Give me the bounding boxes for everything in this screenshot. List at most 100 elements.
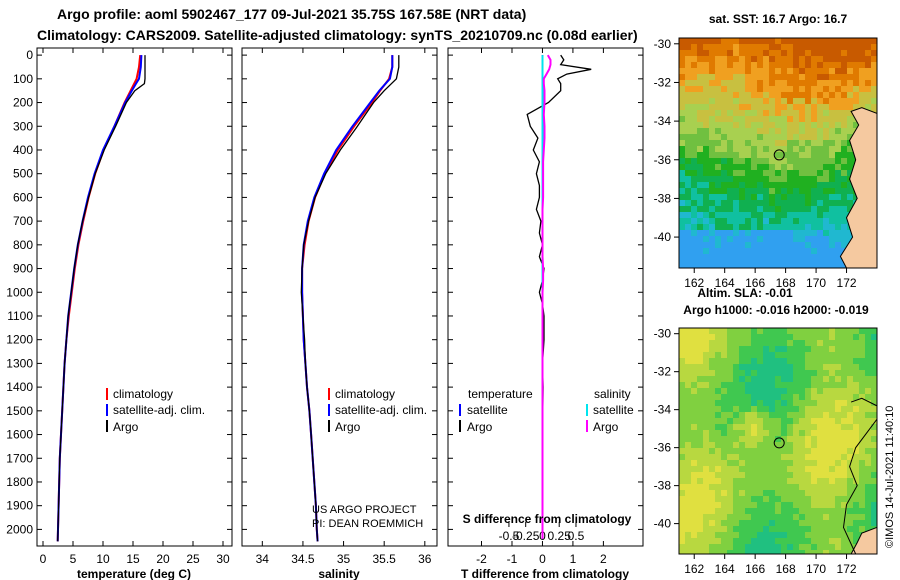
sst-cell — [745, 260, 751, 266]
sst-cell — [781, 38, 787, 44]
sla-cell — [775, 466, 781, 472]
sst-cell — [709, 44, 715, 50]
sst-cell — [859, 56, 865, 62]
sla-cell — [793, 430, 799, 436]
sla-cell — [739, 532, 745, 538]
sla-cell — [787, 424, 793, 430]
depth-tick-label: 1300 — [6, 356, 33, 370]
x-tick-label: 15 — [126, 552, 140, 566]
sla-cell — [679, 484, 685, 490]
temperature-axis-ticks: 0 5 10 15 20 25 30 — [40, 48, 230, 566]
sst-cell — [721, 116, 727, 122]
sla-cell — [865, 508, 871, 514]
sst-cell — [799, 134, 805, 140]
sla-cell — [781, 550, 787, 554]
sst-cell — [811, 224, 817, 230]
sla-cell — [859, 334, 865, 340]
sst-cell — [781, 242, 787, 248]
sst-cell — [739, 266, 745, 268]
sla-cell — [865, 448, 871, 454]
sla-cell — [679, 388, 685, 394]
sla-cell — [715, 466, 721, 472]
sst-cell — [709, 206, 715, 212]
sst-cell — [703, 260, 709, 266]
sst-cell — [787, 134, 793, 140]
depth-axis-ticks: 0100200300400500600700800900100011001200… — [6, 48, 643, 536]
sla-cell — [721, 406, 727, 412]
sla-cell — [847, 520, 853, 526]
sst-cell — [763, 170, 769, 176]
sst-cell — [715, 230, 721, 236]
sla-cell — [745, 364, 751, 370]
sla-cell — [685, 532, 691, 538]
sst-cell — [823, 236, 829, 242]
sst-cell — [865, 56, 871, 62]
sst-cell — [727, 188, 733, 194]
sla-cell — [715, 496, 721, 502]
sst-cell — [703, 146, 709, 152]
series-line-s-argo — [541, 54, 552, 539]
depth-tick-label: 300 — [13, 119, 33, 133]
sst-cell — [805, 224, 811, 230]
sst-cell — [733, 110, 739, 116]
sst-cell — [733, 50, 739, 56]
sst-cell — [709, 194, 715, 200]
sst-cell — [793, 44, 799, 50]
sst-cell — [745, 116, 751, 122]
sla-cell — [853, 358, 859, 364]
sla-cell — [739, 376, 745, 382]
sla-cell — [871, 400, 877, 406]
sla-cell — [829, 448, 835, 454]
sla-cell — [697, 412, 703, 418]
sla-cell — [733, 490, 739, 496]
sla-cell — [733, 340, 739, 346]
sla-cell — [847, 406, 853, 412]
sst-cell — [721, 80, 727, 86]
sst-cell — [805, 200, 811, 206]
sla-cell — [769, 502, 775, 508]
sla-cell — [823, 346, 829, 352]
sst-cell — [709, 224, 715, 230]
sla-cell — [835, 418, 841, 424]
sla-cell — [823, 388, 829, 394]
sla-cell — [865, 328, 871, 334]
sla-cell — [745, 442, 751, 448]
sla-cell — [751, 484, 757, 490]
sst-cell — [835, 242, 841, 248]
sla-cell — [751, 328, 757, 334]
sla-cell — [751, 532, 757, 538]
sla-cell — [781, 514, 787, 520]
sla-cell — [847, 328, 853, 334]
sst-cell — [835, 74, 841, 80]
sst-cell — [697, 38, 703, 44]
sst-cell — [817, 218, 823, 224]
sla-cell — [727, 388, 733, 394]
sst-cell — [805, 56, 811, 62]
sla-cell — [835, 400, 841, 406]
sla-cell — [769, 424, 775, 430]
sla-cell — [739, 394, 745, 400]
sla-cell — [685, 436, 691, 442]
sst-cell — [745, 38, 751, 44]
sst-cell — [811, 146, 817, 152]
sst-cell — [739, 230, 745, 236]
sla-cell — [871, 412, 877, 418]
sla-cell — [691, 490, 697, 496]
sst-cell — [715, 158, 721, 164]
sla-cell — [859, 394, 865, 400]
sla-cell — [865, 472, 871, 478]
sst-cell — [841, 86, 847, 92]
sla-cell — [703, 478, 709, 484]
sst-cell — [805, 38, 811, 44]
map-x-tick-label: 168 — [776, 562, 796, 576]
sla-cell — [739, 490, 745, 496]
sla-map-subtitle: Argo h1000: -0.016 h2000: -0.019 — [683, 303, 869, 317]
sla-cell — [679, 526, 685, 532]
sst-cell — [871, 74, 877, 80]
sla-cell — [847, 388, 853, 394]
sst-cell — [823, 176, 829, 182]
sst-cell — [811, 212, 817, 218]
sla-cell — [829, 436, 835, 442]
sla-cell — [733, 514, 739, 520]
sst-cell — [721, 170, 727, 176]
